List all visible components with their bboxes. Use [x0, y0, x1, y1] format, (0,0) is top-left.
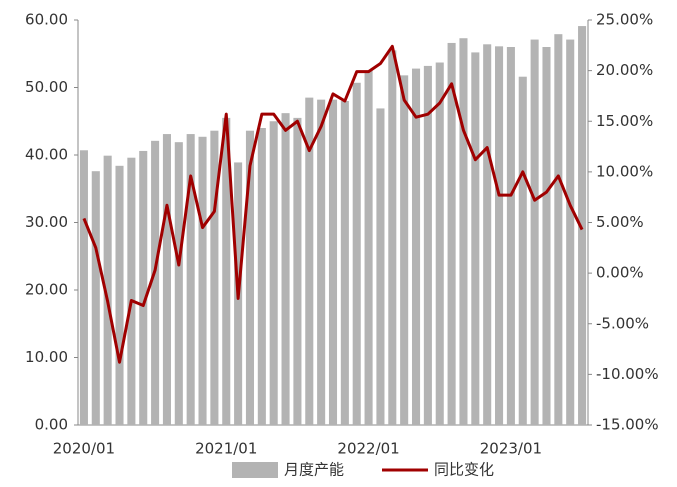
bar	[364, 70, 373, 425]
bar	[566, 39, 575, 425]
bar	[151, 140, 160, 425]
y-tick-label: 50.00	[25, 78, 68, 96]
legend-label: 月度产能	[284, 461, 344, 479]
bar	[198, 136, 207, 425]
bar	[305, 97, 314, 425]
bar	[340, 101, 349, 425]
bar	[400, 75, 409, 425]
bar	[139, 150, 148, 425]
y-tick-label: 60.00	[25, 11, 68, 29]
bar	[459, 38, 468, 425]
line	[82, 44, 584, 364]
bar	[245, 130, 255, 425]
bar	[530, 39, 539, 425]
bar	[376, 108, 385, 426]
bar	[495, 46, 504, 425]
y-tick-label: 20.00	[25, 281, 68, 299]
y2-tick-label: -15.00%	[596, 416, 659, 434]
y2-tick-label: 20.00%	[596, 61, 653, 79]
bar	[435, 62, 444, 426]
bar	[210, 130, 219, 425]
bar	[388, 50, 397, 425]
y2-tick-label: 10.00%	[596, 162, 653, 180]
y2-tick-label: 0.00%	[596, 264, 644, 282]
bar	[174, 142, 183, 426]
bar	[127, 157, 136, 425]
bar	[518, 76, 527, 425]
bar	[447, 42, 456, 425]
bar	[483, 44, 492, 426]
y-tick-label: 0.00	[35, 416, 68, 434]
legend-swatch	[232, 462, 278, 478]
bar	[281, 113, 290, 426]
bar	[423, 65, 432, 426]
bar	[269, 121, 278, 425]
y2-tick-label: 25.00%	[596, 11, 653, 29]
y2-tick-label: -10.00%	[596, 365, 659, 383]
bar	[91, 171, 100, 425]
x-tick-label: 2021/01	[195, 440, 257, 458]
bar	[542, 47, 551, 425]
y2-tick-label: -5.00%	[596, 314, 649, 332]
bar	[162, 134, 171, 425]
x-tick-label: 2023/01	[480, 440, 542, 458]
y-tick-label: 10.00	[25, 348, 68, 366]
bar	[79, 150, 88, 425]
bar	[293, 117, 302, 425]
bar	[317, 99, 326, 426]
y-tick-label: 30.00	[25, 213, 68, 231]
bar	[506, 47, 515, 425]
y2-tick-label: 15.00%	[596, 112, 653, 130]
bar	[115, 165, 124, 426]
x-tick-label: 2022/01	[337, 440, 399, 458]
bar	[352, 82, 361, 426]
bar	[257, 128, 266, 425]
bar	[554, 34, 563, 426]
y2-tick-label: 5.00%	[596, 213, 644, 231]
bar	[103, 155, 112, 426]
bar	[411, 68, 421, 425]
y-tick-label: 40.00	[25, 146, 68, 164]
bar	[222, 117, 231, 425]
legend-label: 同比变化	[434, 461, 494, 479]
bar	[328, 99, 338, 426]
x-tick-label: 2020/01	[53, 440, 115, 458]
bar	[471, 52, 480, 426]
bar	[578, 26, 587, 425]
bar	[186, 134, 195, 425]
